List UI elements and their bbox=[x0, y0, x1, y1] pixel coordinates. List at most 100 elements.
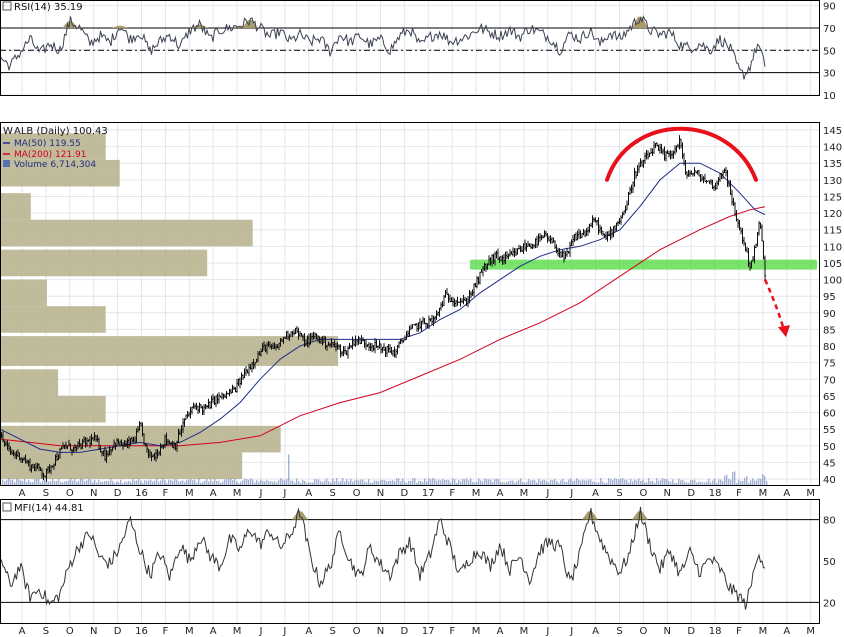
volume-bar bbox=[182, 480, 184, 485]
volume-bar bbox=[354, 480, 356, 485]
volume-bar bbox=[394, 481, 396, 485]
volume-bar bbox=[638, 478, 640, 485]
volume-bar bbox=[414, 478, 416, 485]
volume-bar bbox=[72, 480, 74, 485]
volume-bar bbox=[176, 479, 178, 485]
volume-bar bbox=[616, 479, 618, 485]
volume-bar bbox=[500, 481, 502, 485]
volume-bar bbox=[710, 482, 712, 485]
volume-bar bbox=[84, 481, 86, 485]
volume-bar bbox=[214, 478, 216, 485]
price-y-tick: 40 bbox=[823, 475, 836, 486]
volume-bar bbox=[546, 481, 548, 485]
volume-bar bbox=[494, 478, 496, 485]
x-tick-label: S bbox=[43, 488, 49, 499]
volume-bar bbox=[458, 479, 460, 485]
volume-bar bbox=[264, 481, 266, 485]
x-tick-label: S bbox=[330, 626, 336, 637]
ma50-line bbox=[0, 162, 766, 453]
volume-bar bbox=[596, 482, 598, 485]
volume-bar bbox=[318, 479, 320, 485]
volume-bar bbox=[132, 478, 134, 485]
x-tick-label: N bbox=[90, 488, 97, 499]
mfi-y-tick: 20 bbox=[823, 598, 836, 609]
volume-by-price-bar bbox=[0, 336, 339, 366]
panel-frame bbox=[0, 122, 820, 486]
volume-bar bbox=[666, 479, 668, 485]
volume-bar bbox=[568, 479, 570, 485]
volume-bar bbox=[228, 479, 230, 485]
volume-bar bbox=[278, 480, 280, 485]
price-y-tick: 110 bbox=[823, 242, 842, 253]
volume-bar bbox=[260, 479, 262, 485]
x-tick-label: F bbox=[163, 488, 169, 499]
volume-bar bbox=[488, 479, 490, 485]
volume-bar bbox=[150, 479, 152, 485]
volume-bar bbox=[334, 481, 336, 485]
x-tick-label: 16 bbox=[135, 626, 148, 637]
volume-bar bbox=[682, 479, 684, 485]
volume-bar bbox=[304, 481, 306, 485]
volume-bar bbox=[514, 482, 516, 485]
volume-bar bbox=[762, 474, 764, 485]
volume-bar bbox=[86, 480, 88, 485]
volume-bar bbox=[652, 480, 654, 485]
grid-layer bbox=[0, 0, 819, 623]
price-y-tick: 65 bbox=[823, 392, 836, 403]
volume-bar bbox=[706, 481, 708, 485]
volume-bar bbox=[42, 480, 44, 485]
volume-bar bbox=[766, 481, 768, 485]
volume-bar bbox=[292, 480, 294, 485]
volume-bar bbox=[276, 482, 278, 485]
x-tick-label: J bbox=[282, 488, 286, 499]
volume-bar bbox=[462, 478, 464, 485]
volume-bar bbox=[660, 479, 662, 485]
volume-bar bbox=[498, 479, 500, 485]
volume-bar bbox=[612, 480, 614, 485]
volume-by-price-bar bbox=[0, 249, 208, 277]
volume-bar bbox=[192, 480, 194, 485]
price-y-tick: 60 bbox=[823, 409, 836, 420]
volume-bar bbox=[646, 482, 648, 485]
volume-bar bbox=[32, 481, 34, 485]
volume-bar bbox=[598, 482, 600, 485]
volume-by-price-bar bbox=[0, 193, 31, 220]
volume-bar bbox=[468, 480, 470, 485]
volume-bar bbox=[538, 478, 540, 485]
volume-bar bbox=[186, 480, 188, 485]
price-y-tick: 125 bbox=[823, 192, 842, 203]
legend-ma200: MA(200) 121.91 bbox=[14, 150, 86, 160]
volume-bar bbox=[98, 479, 100, 485]
volume-bar bbox=[184, 482, 186, 485]
volume-by-price-bar bbox=[0, 279, 47, 307]
volume-bar bbox=[238, 482, 240, 485]
price-y-tick: 55 bbox=[823, 425, 836, 436]
volume-bar bbox=[386, 481, 388, 485]
volume-bar bbox=[160, 480, 162, 485]
price-y-tick: 95 bbox=[823, 292, 836, 303]
volume-bar bbox=[478, 478, 480, 485]
volume-bar bbox=[200, 482, 202, 485]
x-tick-label: F bbox=[163, 626, 169, 637]
volume-bar bbox=[78, 480, 80, 485]
volume-bar bbox=[130, 481, 132, 485]
x-tick-label: M bbox=[806, 488, 815, 499]
volume-bar bbox=[490, 479, 492, 485]
volume-bar bbox=[246, 479, 248, 485]
price-y-tick: 100 bbox=[823, 276, 842, 287]
volume-bar bbox=[392, 480, 394, 485]
volume-bar bbox=[512, 480, 514, 485]
volume-bar bbox=[482, 481, 484, 485]
volume-bar bbox=[88, 478, 90, 485]
volume-bar bbox=[26, 482, 28, 485]
volume-bar bbox=[294, 482, 296, 485]
volume-bar bbox=[544, 479, 546, 485]
volume-bar bbox=[382, 479, 384, 485]
volume-bar bbox=[592, 481, 594, 485]
volume-bar bbox=[170, 479, 172, 485]
volume-bar bbox=[212, 481, 214, 485]
volume-bar bbox=[396, 478, 398, 485]
volume-bar bbox=[476, 481, 478, 485]
panel-frame bbox=[0, 499, 820, 624]
volume-bar bbox=[218, 480, 220, 485]
